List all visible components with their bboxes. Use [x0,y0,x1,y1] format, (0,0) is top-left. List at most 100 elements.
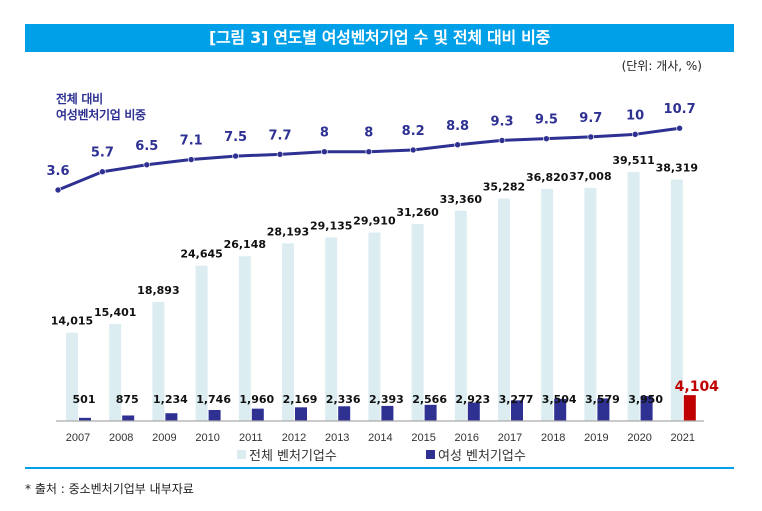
women-bar [467,402,480,421]
ratio-point [676,124,683,132]
x-tick-label: 2018 [541,432,565,444]
women-bar [597,398,610,421]
total-bar [498,198,510,421]
total-bar-label: 33,360 [440,193,483,206]
source-note: * 출처 : 중소벤처기업부 내부자료 [25,482,194,496]
women-bar [165,413,178,421]
x-tick-label: 2014 [368,432,392,444]
legend-item-total: 전체 벤처기업수 [237,445,337,464]
ratio-point [543,135,550,142]
x-tick-label: 2012 [282,432,306,444]
legend-label-total: 전체 벤처기업수 [249,449,337,464]
women-bar-label: 1,746 [196,393,231,406]
ratio-point [631,131,639,138]
women-bar-label: 2,169 [283,393,318,406]
women-bar [338,406,351,421]
bars-layer: 14,015 501 15,401 875 18,893 1,234 24,645 1,746… [51,154,719,421]
total-bar-label: 38,319 [656,162,698,175]
total-bar-label: 39,511 [612,154,654,167]
women-bar-label: 2,923 [455,393,490,406]
ratio-label: 7.1 [180,134,203,149]
line-title-line-1: 전체 대비 [56,92,103,106]
ratio-label: 8.2 [402,124,425,139]
women-bar [208,409,221,421]
ratio-point [54,186,62,194]
ratio-label: 9.3 [490,114,513,129]
ratio-label: 3.6 [46,164,69,179]
legend-label-women: 여성 벤처기업수 [438,449,526,464]
x-tick-label: 2019 [584,432,608,444]
x-tick-labels: 2007 2008 2009 2010 2011 2012 2013 2014 2015 2016… [66,432,695,444]
women-bar-label: 875 [116,393,139,406]
total-bar-label: 24,645 [180,248,222,261]
unit-label: (단위: 개사, %) [621,59,702,73]
line-layer: 3.6 5.7 6.5 7.1 7.5 7.7 8 8 8.2 8.8 9.3 9.5 9.7 10 10.… [46,102,696,194]
total-bar-label: 14,015 [51,315,93,328]
total-bar [584,187,597,421]
ratio-label: 10 [626,108,644,123]
ratio-label: 9.7 [579,111,602,126]
women-bar-highlight [683,395,696,421]
legend-item-women: 여성 벤처기업수 [426,445,526,464]
line-title-line-2: 여성벤처기업 비중 [56,108,146,122]
x-tick-label: 2020 [627,432,651,444]
legend-swatch-total [237,450,246,459]
total-bar [411,223,424,421]
total-bar [282,243,294,421]
women-bar-label: 2,336 [326,393,361,406]
women-bar-label: 3,504 [542,393,577,406]
total-bar-label: 15,401 [94,306,136,319]
ratio-label: 10.7 [664,102,696,117]
x-tick-label: 2010 [195,432,219,444]
women-bar-label: 3,950 [628,393,663,406]
ratio-point [587,133,595,141]
ratio-point [498,137,506,144]
total-bar-label: 29,910 [353,215,396,228]
x-tick-label: 2009 [152,432,176,444]
ratio-label: 5.7 [91,146,114,161]
total-bar [670,179,683,421]
women-bar-label: 1,234 [153,393,188,406]
women-bar-label: 501 [73,393,96,406]
women-bar [122,415,135,421]
x-tick-label: 2016 [455,432,479,444]
total-bar-label: 37,008 [569,170,611,183]
women-bar [251,408,264,421]
ratio-point [454,141,461,149]
total-bar [627,172,640,421]
x-tick-label: 2021 [671,432,695,444]
women-bar [554,398,567,421]
ratio-label: 7.5 [224,130,247,145]
ratio-point [187,156,195,163]
total-bar [109,323,122,421]
total-bar [368,232,381,421]
ratio-label: 9.5 [535,113,558,128]
women-bar-label: 3,579 [585,393,620,406]
ratio-label: 8 [364,126,373,141]
ratio-label: 8.8 [446,119,469,134]
women-bar [640,396,653,421]
ratio-label: 8 [320,126,329,141]
women-bar-label: 3,277 [499,393,534,406]
total-bar [541,188,554,421]
x-tick-label: 2007 [66,432,90,444]
women-bar [295,407,307,421]
ratio-point [321,148,328,156]
total-bar-label: 36,820 [526,171,569,184]
ratio-point [365,148,373,156]
line-series-title: 전체 대비 여성벤처기업 비중 [56,91,146,123]
legend-swatch-women [426,450,435,459]
ratio-point [99,168,106,176]
women-bar-label: 2,393 [369,393,404,406]
total-bar-label: 28,193 [267,225,309,238]
total-bar [152,301,165,421]
women-bar-label-highlight: 4,104 [675,379,720,395]
ratio-point [232,152,239,160]
women-bar [511,400,523,421]
ratio-point [276,151,284,158]
total-bar-label: 18,893 [137,284,179,297]
ratio-point [409,146,417,154]
total-bar-label: 35,282 [483,181,525,194]
total-bar [454,210,467,421]
